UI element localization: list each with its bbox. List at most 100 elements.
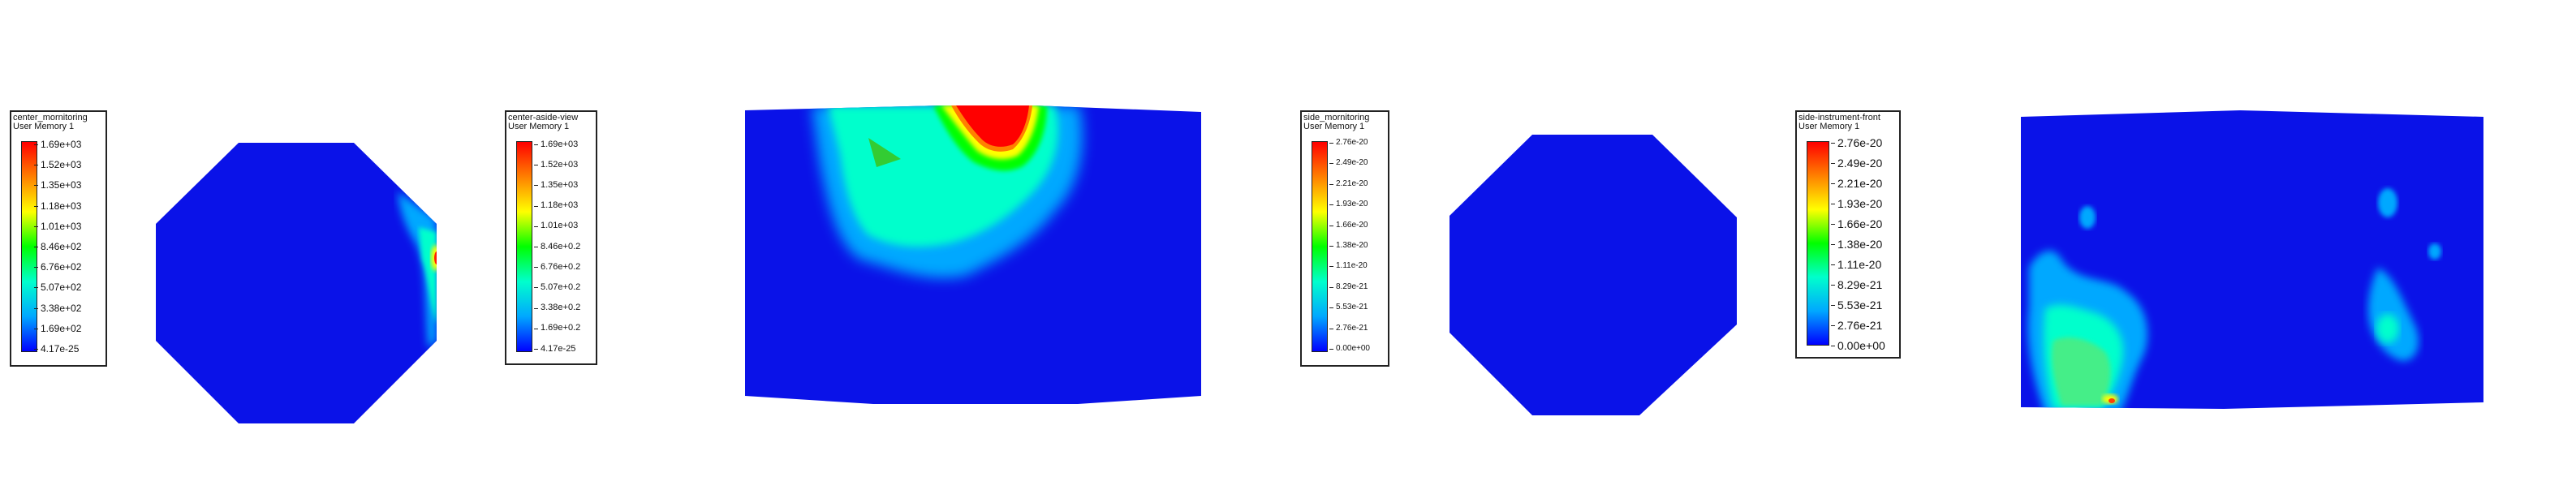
legend-label: 5.53e-21 — [1336, 303, 1368, 312]
legend-tick — [34, 349, 38, 350]
legend-tick — [534, 205, 538, 207]
legend-title: center-aside-view — [508, 113, 579, 122]
domain-outline — [1450, 135, 1737, 415]
domain-outline — [156, 143, 437, 423]
legend-label: 1.01e+03 — [541, 221, 579, 231]
legend-label: 1.35e+03 — [541, 179, 579, 190]
legend-label: 2.76e-20 — [1336, 138, 1368, 147]
legend-subtitle: User Memory 1 — [1798, 122, 1860, 131]
legend-label: 2.49e-20 — [1837, 157, 1883, 170]
legend-tick — [1831, 305, 1835, 306]
legend-tick — [34, 287, 38, 289]
legend-tick — [534, 144, 538, 145]
legend-tick — [34, 144, 38, 145]
contour-region — [2079, 206, 2096, 229]
legend-label: 8.29e-21 — [1837, 278, 1883, 291]
legend-label: 1.38e-20 — [1336, 241, 1368, 250]
contour-region — [2052, 337, 2111, 406]
legend-label: 0.00e+00 — [1336, 344, 1370, 353]
legend-label: 3.38e+0.2 — [541, 303, 581, 313]
legend-tick — [1831, 224, 1835, 225]
legend-tick — [1831, 163, 1835, 164]
legend-label: 1.52e+03 — [541, 159, 579, 170]
legend-subtitle: User Memory 1 — [13, 122, 75, 131]
legend-label: 1.69e+03 — [541, 139, 579, 149]
legend-label: 1.35e+03 — [41, 179, 82, 191]
colorbar — [1312, 141, 1328, 352]
legend-label: 2.76e-21 — [1837, 319, 1883, 332]
legend-tick — [1329, 286, 1333, 288]
legend-tick — [1831, 325, 1835, 326]
legend-label: 1.38e-20 — [1837, 238, 1883, 251]
legend-label: 1.18e+03 — [541, 200, 579, 211]
legend-label: 8.46e+0.2 — [541, 241, 581, 251]
legend-tick — [1329, 246, 1333, 247]
contour-region — [2376, 314, 2399, 343]
legend-label: 1.11e-20 — [1336, 261, 1368, 271]
colorbar — [1807, 141, 1829, 346]
legend-label: 6.76e+0.2 — [541, 261, 581, 272]
legend-tick — [1831, 264, 1835, 265]
legend-tick — [1329, 349, 1333, 350]
legend-label: 6.76e+02 — [41, 261, 82, 273]
legend-label: 2.76e-21 — [1336, 323, 1368, 333]
legend-label: 4.17e-25 — [41, 343, 80, 355]
legend-tick — [1329, 266, 1333, 268]
legend-title: side-instrument-front — [1798, 113, 1880, 122]
legend-tick — [34, 226, 38, 227]
legend-title: side_mornitoring — [1303, 113, 1370, 122]
legend-tick — [1329, 183, 1333, 185]
legend-tick — [34, 307, 38, 309]
legend-label: 2.76e-20 — [1837, 136, 1883, 149]
legend-center-aside-view: center-aside-view User Memory 1 1.69e+03… — [505, 110, 597, 365]
legend-label: 1.52e+03 — [41, 159, 82, 171]
legend-label: 1.18e+03 — [41, 200, 82, 212]
legend-label: 2.21e-20 — [1336, 178, 1368, 188]
legend-tick — [534, 287, 538, 289]
legend-label: 3.38e+02 — [41, 302, 82, 314]
legend-title: center_mornitoring — [13, 113, 88, 122]
legend-tick — [534, 349, 538, 350]
legend-tick — [1831, 183, 1835, 184]
legend-tick — [1831, 285, 1835, 286]
legend-subtitle: User Memory 1 — [508, 122, 570, 131]
legend-tick — [34, 185, 38, 187]
legend-tick — [34, 205, 38, 207]
legend-label: 0.00e+00 — [1837, 339, 1885, 352]
legend-tick — [1329, 307, 1333, 309]
legend-label: 1.11e-20 — [1837, 258, 1882, 271]
contour-region — [2378, 188, 2397, 217]
legend-tick — [534, 307, 538, 309]
legend-label: 1.93e-20 — [1336, 200, 1368, 209]
legend-label: 2.49e-20 — [1336, 158, 1368, 168]
hotspot — [434, 251, 437, 264]
legend-tick — [1329, 163, 1333, 165]
legend-tick — [34, 267, 38, 269]
legend-tick — [534, 185, 538, 187]
legend-label: 8.46e+02 — [41, 241, 82, 252]
legend-label: 1.69e+02 — [41, 322, 82, 334]
legend-tick — [1831, 143, 1835, 144]
contour-region — [868, 138, 901, 167]
legend-tick — [534, 226, 538, 227]
legend-label: 1.69e+0.2 — [541, 323, 581, 333]
legend-tick — [1329, 204, 1333, 206]
legend-label: 8.29e-21 — [1336, 281, 1368, 291]
legend-side-instrument-front: side-instrument-front User Memory 1 2.76… — [1795, 110, 1901, 359]
contour-region — [2428, 243, 2441, 260]
legend-tick — [1831, 244, 1835, 245]
legend-label: 1.01e+03 — [41, 220, 82, 232]
legend-subtitle: User Memory 1 — [1303, 122, 1365, 131]
legend-tick — [1329, 143, 1333, 144]
legend-side-mornitoring: side_mornitoring User Memory 1 2.76e-20 2… — [1300, 110, 1389, 367]
legend-label: 5.07e+0.2 — [541, 281, 581, 292]
legend-center-mornitoring: center_mornitoring User Memory 1 1.69e+0… — [10, 110, 107, 367]
legend-label: 1.66e-20 — [1336, 220, 1368, 230]
legend-label: 4.17e-25 — [541, 343, 576, 354]
colorbar — [516, 141, 532, 352]
legend-tick — [534, 267, 538, 269]
